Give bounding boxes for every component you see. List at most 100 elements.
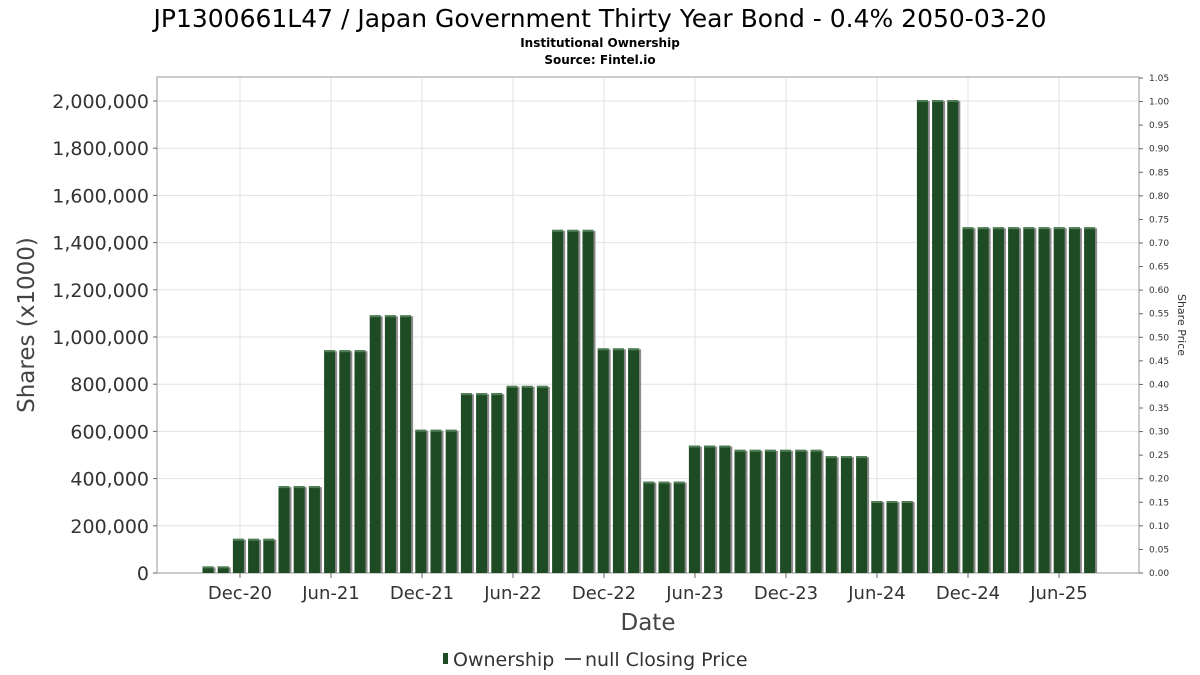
bar-highlight (552, 229, 564, 232)
y2-tick-label: 0.85 (1149, 168, 1169, 178)
bar (263, 538, 275, 573)
y-tick-label: 400,000 (70, 469, 149, 491)
bar-highlight (795, 449, 807, 452)
bar-highlight (506, 385, 518, 388)
bar-highlight (764, 449, 776, 452)
y2-tick-label: 0.35 (1149, 404, 1169, 414)
x-axis-ticks: Dec-20 Jun-21 Dec-21 Jun-22 Dec-22 Jun-23 Dec-… (208, 573, 1088, 604)
x-tick-label: Dec-24 (936, 583, 1000, 604)
y2-tick-label: 0.30 (1149, 428, 1169, 438)
bar-highlight (688, 445, 700, 448)
bar-highlight (248, 538, 260, 541)
bar-highlight (1053, 227, 1065, 230)
y2-tick-label: 0.70 (1149, 239, 1169, 249)
bar-highlight (992, 227, 1004, 230)
bar (552, 229, 564, 573)
chart-title: JP1300661L47 / Japan Government Thirty Y… (152, 4, 1047, 33)
bar (536, 385, 548, 573)
legend-closing-price-label: null Closing Price (585, 649, 748, 671)
bar (506, 385, 518, 573)
bar-highlight (476, 393, 488, 396)
y2-tick-label: 0.90 (1149, 145, 1169, 155)
bar (278, 486, 290, 573)
bar (932, 100, 944, 573)
bar-highlight (673, 481, 685, 484)
y2-tick-label: 0.05 (1149, 545, 1169, 555)
bar (856, 456, 868, 573)
bar-highlight (582, 229, 594, 232)
bar (749, 449, 761, 573)
y-axis-ticks: 0 200,000 400,000 600,000 800,000 1,000,000 1,… (52, 91, 157, 585)
bar (339, 350, 351, 573)
bar (886, 501, 898, 573)
x-tick-label: Dec-20 (208, 583, 272, 604)
x-tick-label: Jun-23 (665, 583, 724, 604)
bar-highlight (704, 445, 716, 448)
bar (658, 481, 670, 573)
bar-highlight (232, 538, 244, 541)
bar (445, 429, 457, 573)
bar (460, 393, 472, 573)
bar (521, 385, 533, 573)
bar-highlight (871, 501, 883, 504)
y-tick-label: 1,400,000 (52, 233, 149, 255)
bar (491, 393, 503, 573)
bar-highlight (1068, 227, 1080, 230)
bar (415, 429, 427, 573)
bar-highlight (491, 393, 503, 396)
bar-highlight (369, 315, 381, 318)
bar-highlight (324, 350, 336, 353)
bar-highlight (780, 449, 792, 452)
bar (947, 100, 959, 573)
bar (1084, 227, 1096, 573)
legend-ownership-swatch (443, 653, 448, 664)
bar (1053, 227, 1065, 573)
y-tick-label: 1,000,000 (52, 327, 149, 349)
bar-highlight (901, 501, 913, 504)
bar-highlight (916, 100, 928, 103)
bar (628, 348, 640, 573)
bar-highlight (719, 445, 731, 448)
x-tick-label: Jun-21 (301, 583, 360, 604)
legend-ownership-label: Ownership (453, 649, 554, 671)
bar-highlight (749, 449, 761, 452)
bar (643, 481, 655, 573)
bar-highlight (977, 227, 989, 230)
bar-highlight (308, 486, 320, 489)
bar-highlight (202, 566, 214, 569)
y-tick-label: 800,000 (70, 374, 149, 396)
bar-highlight (400, 315, 412, 318)
bar-highlight (810, 449, 822, 452)
x-tick-label: Jun-24 (847, 583, 906, 604)
bar (977, 227, 989, 573)
bar (430, 429, 442, 573)
y2-tick-label: 0.75 (1149, 215, 1169, 225)
bar (840, 456, 852, 573)
bar (962, 227, 974, 573)
bar-highlight (1023, 227, 1035, 230)
bar (400, 315, 412, 573)
y-tick-label: 1,600,000 (52, 185, 149, 207)
y2-tick-label: 0.95 (1149, 121, 1169, 131)
bar-highlight (460, 393, 472, 396)
bar (673, 481, 685, 573)
x-tick-label: Jun-25 (1029, 583, 1088, 604)
bar-highlight (521, 385, 533, 388)
bar-highlight (339, 350, 351, 353)
bar (232, 538, 244, 573)
chart-subtitle-source: Source: Fintel.io (544, 53, 655, 67)
bar-highlight (856, 456, 868, 459)
bar (612, 348, 624, 573)
y2-tick-label: 0.45 (1149, 357, 1169, 367)
bar-highlight (445, 429, 457, 432)
x-tick-label: Dec-23 (754, 583, 818, 604)
bar (871, 501, 883, 573)
bar-highlight (947, 100, 959, 103)
bar (597, 348, 609, 573)
y2-tick-label: 0.20 (1149, 475, 1169, 485)
bar-highlight (840, 456, 852, 459)
bar (719, 445, 731, 573)
bar-highlight (263, 538, 275, 541)
bar-highlight (734, 449, 746, 452)
